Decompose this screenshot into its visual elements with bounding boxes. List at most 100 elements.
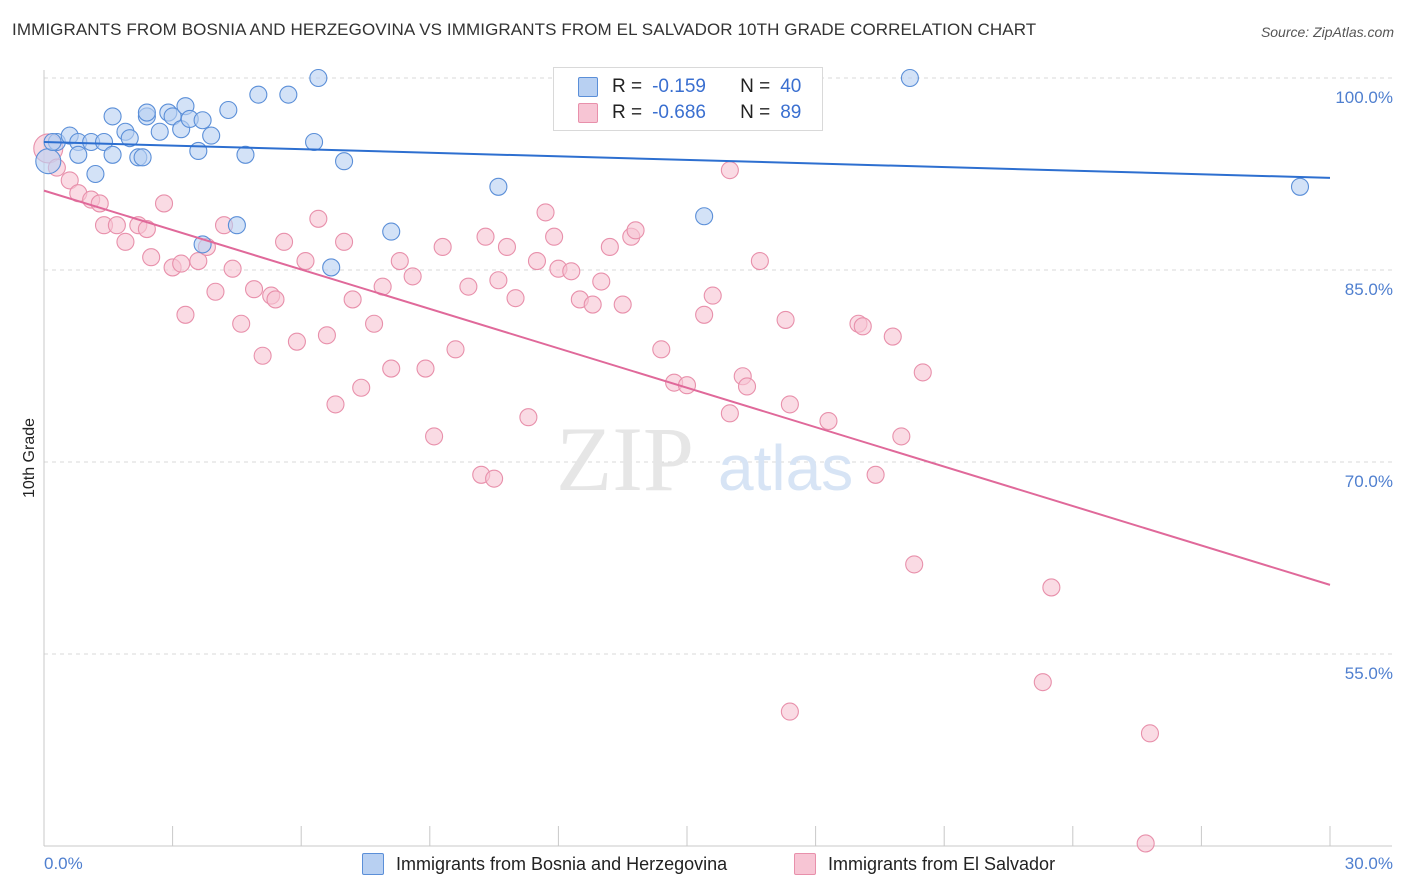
el-salvador-point — [652, 340, 671, 359]
el-salvador-point — [776, 310, 795, 329]
legend-row-el-salvador: R = -0.686 N = 89 — [578, 101, 801, 125]
el-salvador-point — [583, 295, 602, 314]
bosnia-point — [35, 148, 62, 175]
y-axis-title: 10th Grade — [21, 418, 38, 498]
el-salvador-point — [137, 219, 156, 239]
y-tick-label: 100.0% — [1335, 88, 1393, 107]
legend-r-label: R = — [612, 102, 643, 123]
el-salvador-point — [883, 327, 902, 346]
el-salvador-point — [352, 378, 371, 397]
el-salvador-point — [819, 411, 838, 431]
el-salvador-point — [403, 267, 422, 286]
bosnia-points — [35, 68, 1310, 277]
bottom-legend-label: Immigrants from El Salvador — [828, 853, 1056, 874]
el-salvador-point — [154, 194, 174, 213]
el-salvador-point — [425, 427, 444, 446]
bosnia-point — [489, 177, 508, 196]
y-tick-label: 85.0% — [1345, 280, 1393, 299]
el-salvador-point — [562, 262, 581, 281]
legend-r-value: -0.686 — [652, 102, 706, 123]
bosnia-point — [120, 129, 139, 148]
el-salvador-point — [176, 305, 195, 324]
grid-lines — [44, 77, 1392, 655]
bosnia-point — [1290, 177, 1310, 196]
watermark-atlas: atlas — [718, 432, 853, 504]
bosnia-point — [219, 100, 238, 120]
el-salvador-point — [1042, 578, 1061, 597]
el-salvador-point — [142, 248, 161, 267]
el-salvador-point — [296, 251, 315, 271]
el-salvador-point — [720, 404, 739, 423]
el-salvador-point — [613, 295, 632, 314]
bosnia-point — [279, 85, 298, 104]
el-salvador-point — [695, 305, 714, 324]
el-salvador-point — [244, 280, 264, 299]
legend-row-bosnia: R = -0.159 N = 40 — [578, 75, 801, 99]
el-salvador-point — [476, 227, 495, 246]
x-axis-ticks — [43, 826, 1331, 846]
el-salvador-point — [459, 277, 478, 296]
el-salvador-point — [335, 232, 354, 251]
el-salvador-point — [506, 289, 525, 308]
el-salvador-point — [750, 251, 769, 271]
legend-r-value: -0.159 — [652, 76, 706, 97]
el-salvador-point — [600, 237, 619, 257]
el-salvador-point — [626, 221, 645, 240]
el-salvador-point — [913, 363, 932, 382]
el-salvador-point — [253, 346, 272, 365]
legend-r-label: R = — [612, 76, 643, 97]
legend-n-label: N = — [740, 76, 771, 97]
bosnia-point — [249, 85, 268, 104]
el-salvador-point — [317, 326, 336, 345]
el-salvador-point — [382, 359, 401, 378]
bosnia-point — [94, 132, 114, 152]
el-salvador-point — [892, 427, 911, 446]
el-salvador-point — [703, 286, 722, 305]
bosnia-point — [382, 222, 401, 241]
bottom-swatch-blue — [362, 853, 384, 875]
bosnia-point — [695, 207, 714, 226]
el-salvador-point — [309, 209, 328, 228]
bosnia-trend-line — [43, 141, 1331, 179]
y-tick-labels: 100.0% 85.0% 70.0% 55.0% — [1335, 88, 1393, 683]
el-salvador-point — [489, 271, 508, 290]
el-salvador-point — [1136, 834, 1155, 853]
el-salvador-point — [343, 290, 362, 309]
el-salvador-point — [172, 254, 191, 273]
watermark-zip: ZIP — [556, 408, 694, 510]
watermark: ZIP atlas — [556, 408, 853, 510]
el-salvador-point — [536, 203, 555, 222]
legend-swatch-blue — [578, 77, 598, 97]
legend-n-value: 40 — [780, 76, 802, 97]
el-salvador-point — [1140, 724, 1160, 743]
el-salvador-point — [497, 237, 517, 257]
el-salvador-point — [326, 395, 345, 414]
el-salvador-point — [1033, 673, 1052, 692]
stats-legend: R = -0.159 N = 40 R = -0.686 N = 89 — [553, 67, 823, 131]
chart-title: IMMIGRANTS FROM BOSNIA AND HERZEGOVINA V… — [12, 20, 1037, 39]
x-tick-label: 0.0% — [44, 854, 83, 873]
el-salvador-point — [90, 194, 109, 213]
bosnia-point — [227, 216, 246, 235]
el-salvador-point — [592, 272, 611, 291]
el-salvador-point — [232, 314, 251, 333]
y-tick-label: 70.0% — [1345, 472, 1393, 491]
bosnia-point — [305, 132, 324, 152]
bottom-legend-el-salvador: Immigrants from El Salvador — [794, 852, 1055, 876]
el-salvador-point — [206, 282, 225, 301]
bosnia-point — [322, 258, 341, 277]
x-tick-labels: 0.0% 30.0% — [44, 854, 1393, 873]
x-tick-label: 30.0% — [1345, 854, 1393, 873]
legend-n-value: 89 — [780, 102, 802, 123]
bosnia-point — [236, 145, 255, 164]
bosnia-point — [150, 122, 169, 141]
el-salvador-point — [866, 465, 885, 484]
el-salvador-point — [433, 237, 452, 257]
el-salvador-point — [737, 377, 757, 396]
el-salvador-point — [519, 408, 538, 427]
bosnia-point — [189, 141, 208, 161]
bosnia-point — [193, 111, 212, 130]
el-salvador-points — [33, 133, 1160, 853]
el-salvador-point — [189, 251, 208, 271]
